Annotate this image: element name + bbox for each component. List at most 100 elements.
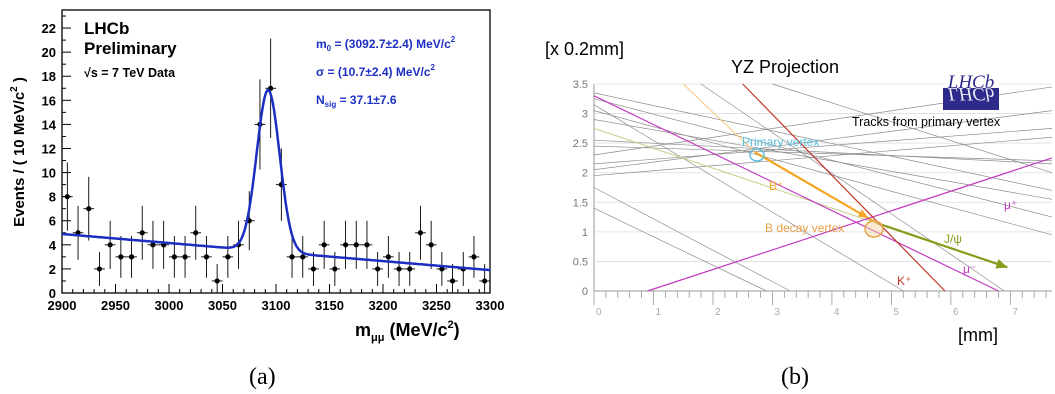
x-tick-label: 5	[893, 307, 899, 318]
panel-b-particle-tracks	[593, 83, 1053, 292]
data-point	[308, 251, 319, 286]
x-tick-label: 7	[1012, 307, 1018, 318]
x-tick-label: 3200	[369, 298, 398, 313]
extrapolated-track	[593, 127, 877, 224]
lhcb-logo: LHCb LHCb	[943, 72, 999, 110]
b-decay-vertex-marker	[864, 220, 884, 238]
data-point	[158, 220, 169, 269]
extrapolated-track	[682, 83, 755, 153]
y-tick-label: 12	[42, 141, 56, 156]
x-tick-label: 2900	[48, 298, 77, 313]
data-point	[318, 220, 330, 269]
data-point	[436, 251, 448, 286]
data-point	[62, 162, 73, 231]
panel-a-data-points	[62, 38, 490, 293]
background-track	[772, 83, 1053, 174]
jpsi-arrowhead	[995, 259, 1008, 269]
data-point	[372, 251, 383, 286]
preliminary-label: Preliminary	[84, 39, 177, 58]
muminus-label: μ⁻	[963, 262, 976, 276]
x-tick-label: 1	[655, 307, 661, 318]
energy-value: = 7 TeV Data	[98, 66, 176, 80]
panel-a-y-axis: 0 2 4 6 8 10 12 14 16 18 20 22	[42, 15, 71, 301]
data-point	[425, 220, 437, 269]
y-tick-label: 18	[42, 69, 56, 84]
y-tick-label: 1.5	[573, 197, 588, 209]
y-tick-label: 14	[42, 117, 57, 132]
x-tick-label: 3150	[315, 298, 344, 313]
data-point	[393, 251, 405, 286]
data-point	[404, 251, 416, 286]
background-track	[593, 128, 1053, 165]
background-track	[593, 207, 767, 292]
caption-b: (b)	[781, 364, 809, 390]
bplus-label: B⁺	[769, 179, 783, 193]
x-tick-label: 4	[834, 307, 840, 318]
data-point	[350, 220, 362, 269]
y-tick-label: 22	[42, 21, 56, 36]
panel-b-x-axis: 0 1 2 3 4 5 6 7	[593, 290, 1052, 318]
background-track	[593, 92, 1053, 191]
data-point	[211, 264, 223, 293]
x-tick-label: 3050	[208, 298, 237, 313]
jpsi-label: J/ψ	[944, 232, 962, 246]
data-point	[201, 236, 212, 278]
background-track	[593, 145, 1053, 162]
y-tick-label: 0	[582, 286, 588, 298]
fit-param-m0: m0 = (3092.7±2.4) MeV/c2	[316, 35, 456, 53]
particle-track	[593, 95, 999, 292]
x-tick-label: 3250	[422, 298, 451, 313]
background-track	[593, 136, 1053, 177]
background-track	[593, 98, 1053, 218]
x-tick-label: 6	[953, 307, 959, 318]
background-track	[593, 139, 1053, 165]
x-tick-label: 3000	[155, 298, 184, 313]
data-point	[83, 176, 95, 241]
background-track	[593, 104, 904, 292]
data-point	[361, 220, 373, 269]
y-tick-label: 16	[42, 93, 56, 108]
y-tick-label: 4	[49, 238, 57, 253]
panel-b-unit-label: [x 0.2mm]	[545, 39, 624, 59]
data-point	[179, 236, 191, 278]
muplus-label: μ⁺	[1004, 198, 1017, 212]
svg-text:LHCb: LHCb	[947, 72, 994, 93]
panel-b-title: YZ Projection	[731, 57, 839, 77]
panel-a-fit-curve	[61, 88, 491, 272]
background-track	[593, 110, 1053, 236]
background-track	[593, 119, 1053, 200]
data-point	[190, 205, 202, 260]
data-point	[115, 236, 127, 278]
y-tick-label: 3	[582, 109, 588, 121]
y-tick-label: 2	[49, 262, 56, 277]
primary-vertex-label: Primary vertex	[742, 135, 819, 149]
bplus-arrowhead	[857, 209, 869, 218]
y-tick-label: 6	[49, 214, 56, 229]
y-tick-label: 8	[49, 190, 56, 205]
background-track	[593, 110, 1053, 171]
data-point	[286, 236, 298, 278]
panel-a-y-axis-label: Events / ( 10 MeV/c2 )	[9, 77, 28, 227]
y-tick-label: 0	[49, 286, 56, 301]
particle-track	[742, 83, 946, 292]
sqrt-s: √s	[84, 66, 98, 80]
y-tick-label: 0.5	[573, 256, 588, 268]
data-point	[447, 264, 458, 293]
kplus-label: K⁺	[897, 274, 911, 288]
data-point	[72, 205, 84, 260]
particle-track	[876, 221, 1008, 269]
data-point	[383, 236, 394, 278]
x-tick-label: 3100	[262, 298, 291, 313]
caption-a: (a)	[249, 364, 276, 390]
y-tick-label: 2	[582, 168, 588, 180]
y-tick-label: 20	[42, 45, 56, 60]
panel-b-event-display: 0 0.5 1 1.5 2 2.5 3 3.5 0 1 2 3 4 5 6 7 [x 0.2mm] YZ P…	[545, 39, 1053, 345]
panel-a-x-axis-label: mμμ (MeV/c2)	[355, 319, 460, 344]
data-point	[297, 236, 309, 278]
energy-label: √s = 7 TeV Data	[84, 66, 176, 80]
y-tick-label: 10	[42, 166, 56, 181]
x-tick-label: 3	[774, 307, 780, 318]
b-decay-vertex-label: B decay vertex	[765, 221, 844, 235]
data-point	[104, 220, 116, 269]
